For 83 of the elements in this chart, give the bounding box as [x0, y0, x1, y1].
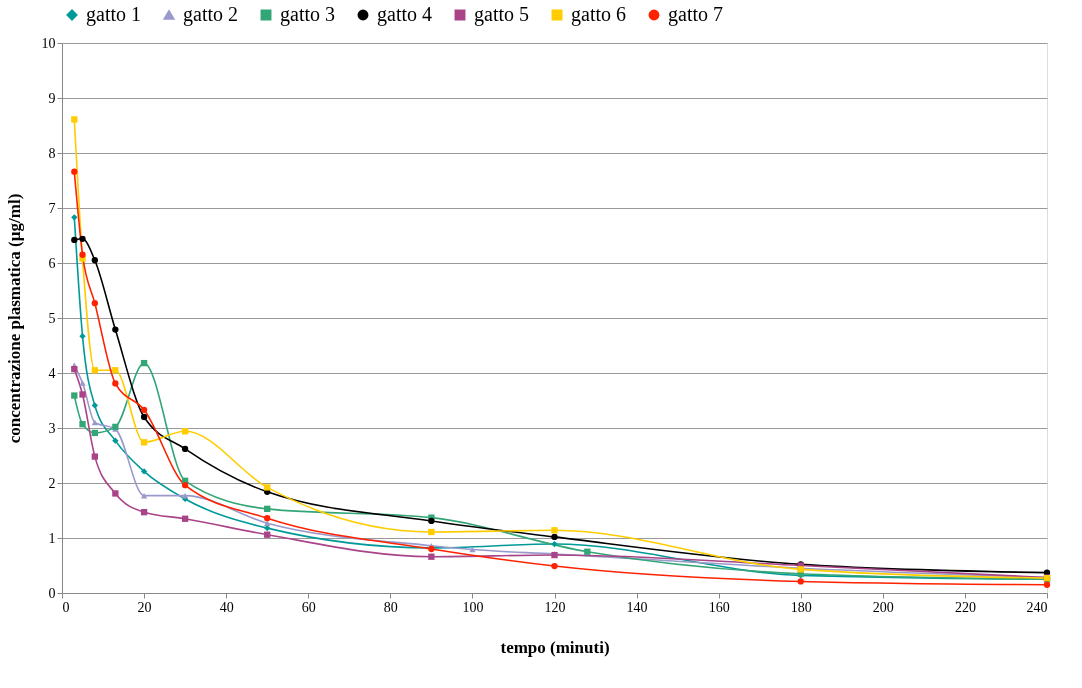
x-tick-label: 40 [219, 599, 234, 615]
y-tick-label: 6 [48, 255, 56, 271]
point [79, 391, 86, 398]
point [264, 531, 271, 538]
point [797, 578, 804, 585]
x-tick-label: 120 [544, 599, 566, 615]
point [71, 214, 78, 221]
legend-label: gatto 2 [183, 3, 238, 26]
point [428, 553, 435, 560]
point [71, 365, 78, 373]
point [584, 548, 591, 555]
point [551, 540, 558, 548]
y-tick-label: 5 [48, 310, 56, 326]
point [91, 419, 98, 426]
point [112, 326, 119, 333]
y-tick-label: 8 [48, 145, 56, 161]
point [112, 490, 119, 497]
point [79, 332, 86, 340]
x-axis-title: tempo (minuti) [500, 637, 610, 657]
point [91, 402, 98, 409]
point [91, 429, 98, 437]
point [140, 439, 148, 446]
point [79, 380, 86, 386]
point [112, 367, 119, 374]
x-tick-label: 0 [62, 599, 70, 615]
legend-label: gatto 1 [86, 3, 141, 26]
point [71, 116, 78, 123]
x-tick-label: 240 [1026, 599, 1048, 615]
point [140, 359, 148, 367]
x-tick-label: 80 [383, 599, 398, 615]
legend-label: gatto 6 [571, 3, 626, 26]
y-tick-label: 2 [48, 475, 56, 491]
point [264, 515, 271, 522]
legend-label: gatto 5 [474, 3, 529, 26]
y-tick-label: 9 [48, 90, 56, 106]
point [140, 406, 148, 414]
point [181, 445, 189, 453]
legend-label: gatto 4 [377, 3, 432, 26]
point [551, 562, 558, 570]
point [264, 505, 271, 513]
point [428, 517, 435, 525]
x-tick-label: 100 [462, 599, 484, 615]
legend-label: gatto 3 [280, 3, 335, 26]
y-tick-label: 1 [48, 530, 56, 546]
point [140, 468, 148, 475]
y-tick-label: 3 [48, 420, 56, 436]
point [71, 236, 78, 244]
point [140, 413, 148, 421]
point [181, 515, 189, 522]
x-tick-label: 220 [954, 599, 976, 615]
point [79, 235, 86, 242]
point [264, 520, 271, 526]
point [91, 257, 98, 264]
point [140, 508, 148, 516]
y-tick-label: 0 [48, 585, 56, 601]
point [112, 437, 119, 444]
point [181, 482, 189, 489]
x-tick-label: 60 [301, 599, 316, 615]
point [428, 528, 435, 536]
point [551, 533, 558, 541]
point [91, 453, 98, 460]
x-tick-label: 200 [872, 599, 894, 615]
point [112, 380, 119, 387]
point [71, 168, 78, 175]
point [264, 484, 271, 491]
y-tick-label: 7 [48, 200, 56, 216]
point [71, 392, 78, 399]
point [91, 367, 98, 374]
x-tick-label: 160 [708, 599, 730, 615]
y-tick-label: 4 [48, 365, 56, 381]
point [1043, 581, 1051, 588]
y-axis-title: concentrazione plasmatica (µg/ml) [4, 193, 24, 444]
x-tick-label: 180 [790, 599, 812, 615]
x-tick-label: 20 [137, 599, 152, 615]
point [91, 299, 98, 307]
point [79, 251, 86, 258]
x-tick-label: 140 [626, 599, 648, 615]
point [79, 420, 86, 428]
legend-label: gatto 7 [668, 3, 723, 26]
point [469, 546, 476, 553]
point [181, 428, 189, 435]
point [551, 527, 558, 534]
y-tick-label: 10 [41, 35, 56, 51]
